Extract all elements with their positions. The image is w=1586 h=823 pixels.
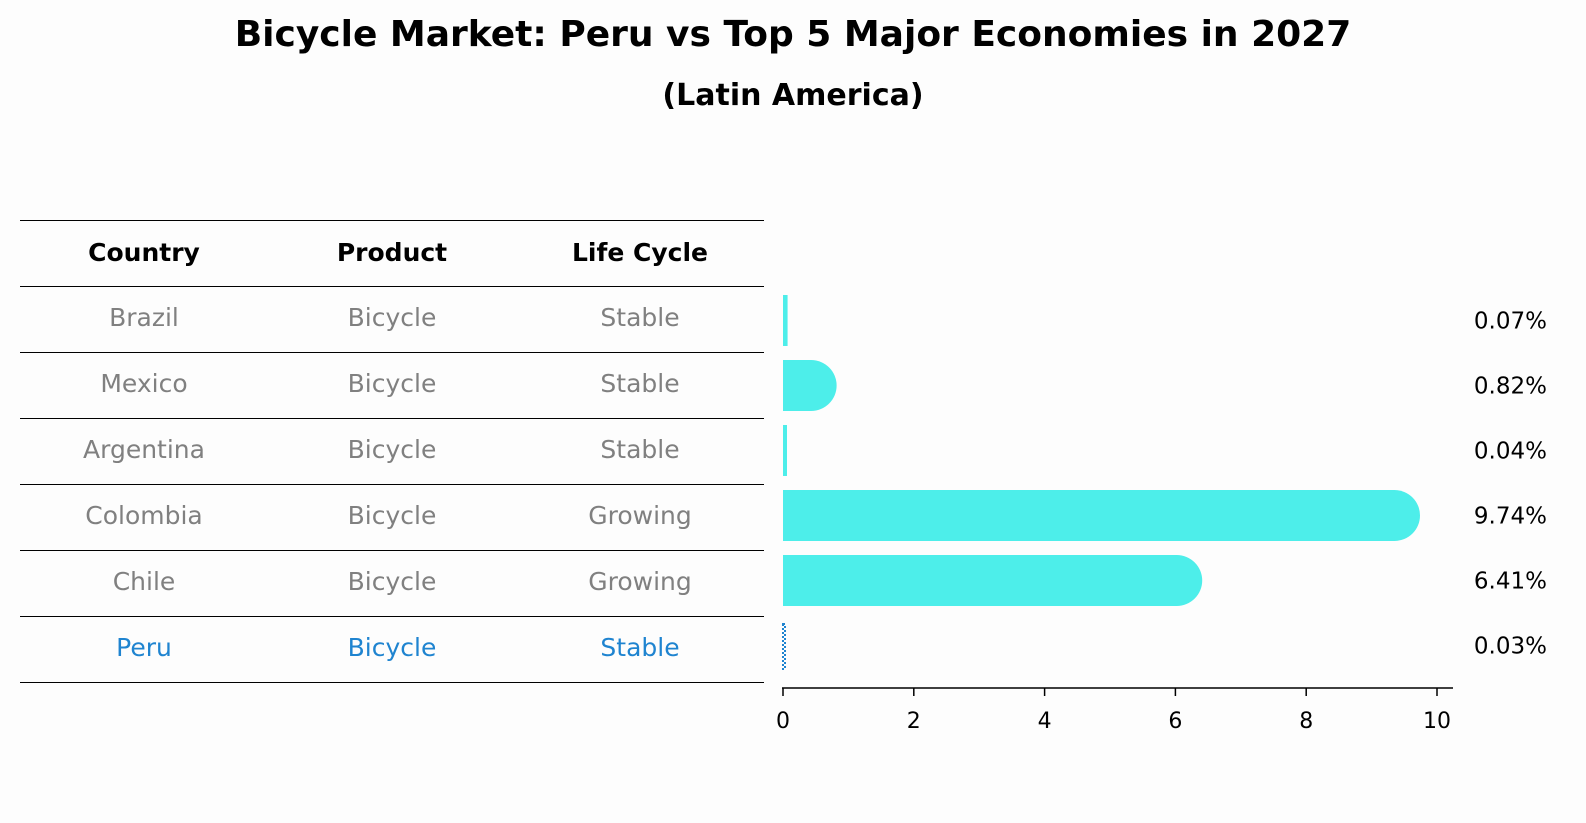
bar-value-label: 6.41% — [1474, 569, 1547, 595]
table-header-rule — [20, 286, 764, 287]
table-cell-life-cycle: Stable — [600, 435, 680, 464]
table-cell-country: Peru — [116, 633, 172, 662]
table-cell-product: Bicycle — [347, 501, 437, 530]
bar-value-label: 0.07% — [1474, 309, 1547, 335]
table-row-rule — [20, 352, 764, 353]
table-header-cell: Product — [336, 238, 448, 267]
table-cell-country: Mexico — [100, 369, 188, 398]
table-header-cell: Country — [88, 238, 200, 267]
table-row-rule — [20, 484, 764, 485]
table-cell-product: Bicycle — [347, 369, 437, 398]
bar — [783, 555, 1203, 606]
bar-value-label: 0.82% — [1474, 374, 1547, 400]
table-top-rule — [20, 220, 764, 221]
table-cell-life-cycle: Stable — [600, 633, 680, 662]
bar-value-label: 9.74% — [1474, 504, 1547, 530]
table-cell-life-cycle: Growing — [588, 567, 692, 596]
table-cell-life-cycle: Stable — [600, 369, 680, 398]
table-cell-country: Brazil — [109, 303, 179, 332]
table-cell-product: Bicycle — [347, 435, 437, 464]
table-cell-product: Bicycle — [347, 303, 437, 332]
x-tick-label: 0 — [776, 709, 790, 734]
x-tick-label: 4 — [1038, 709, 1052, 734]
table-row-rule — [20, 616, 764, 617]
x-tick-label: 6 — [1168, 709, 1182, 734]
table-cell-product: Bicycle — [347, 567, 437, 596]
table-row-rule — [20, 418, 764, 419]
x-tick-label: 8 — [1299, 709, 1313, 734]
bar — [783, 295, 788, 346]
table-cell-country: Chile — [112, 567, 176, 596]
table-row-rule — [20, 682, 764, 683]
table-cell-life-cycle: Stable — [600, 303, 680, 332]
chart-subtitle: (Latin America) — [662, 78, 924, 113]
table-header-cell: Life Cycle — [571, 238, 709, 267]
bar-value-label: 0.04% — [1474, 439, 1547, 465]
table-row-rule — [20, 550, 764, 551]
bar — [783, 490, 1420, 541]
chart-title: Bicycle Market: Peru vs Top 5 Major Econ… — [234, 14, 1352, 55]
table-cell-product: Bicycle — [347, 633, 437, 662]
table-cell-country: Colombia — [85, 501, 203, 530]
x-tick-label: 2 — [907, 709, 921, 734]
table-cell-country: Argentina — [83, 435, 205, 464]
bar-peru — [782, 623, 786, 670]
bar — [783, 360, 837, 411]
x-tick-label: 10 — [1423, 709, 1451, 734]
bar-value-label: 0.03% — [1474, 634, 1547, 660]
table-cell-life-cycle: Growing — [588, 501, 692, 530]
bar — [783, 425, 787, 476]
